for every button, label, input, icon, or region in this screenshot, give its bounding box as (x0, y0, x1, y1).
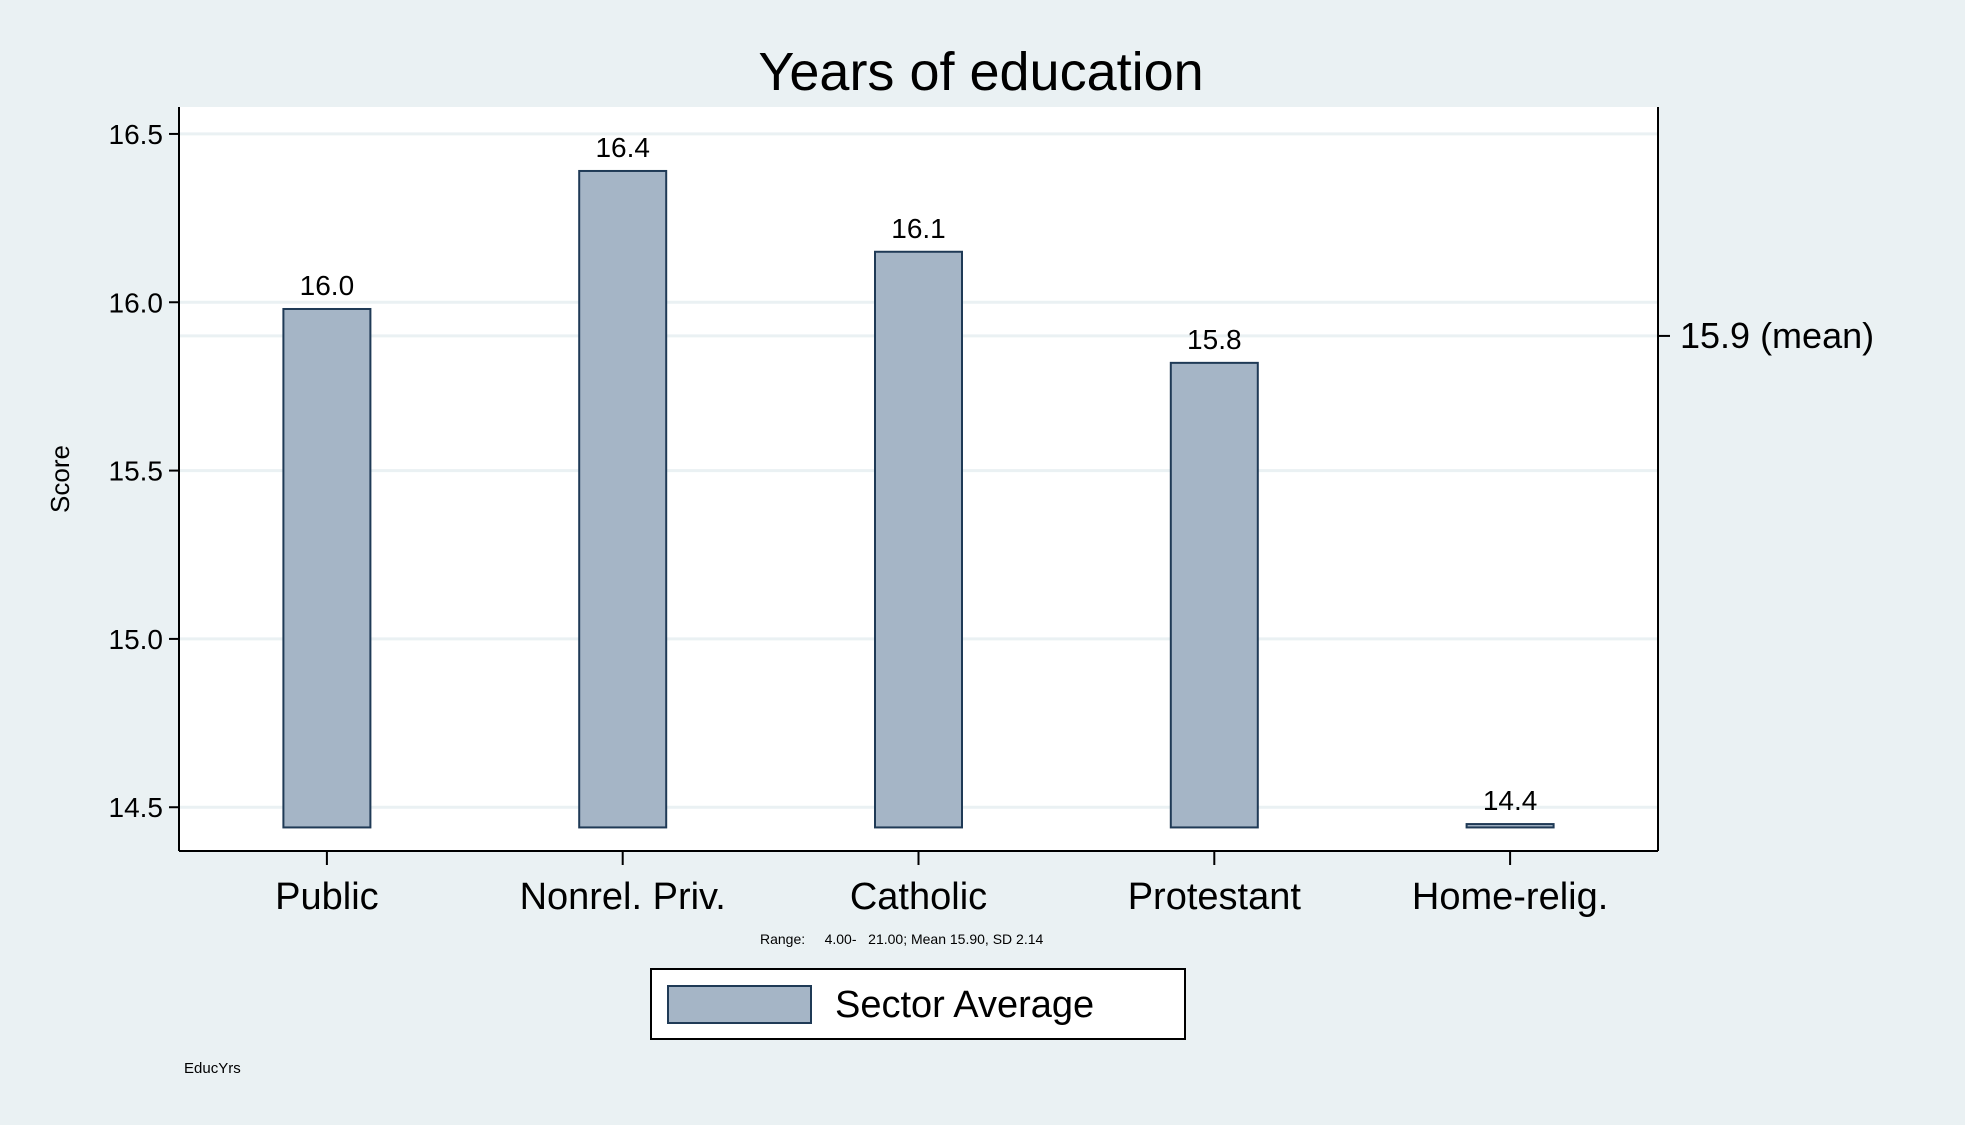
y-tick-label: 16.0 (109, 287, 164, 318)
y-axis-label: Score (45, 445, 75, 513)
legend: Sector Average (650, 968, 1186, 1040)
mean-tick-label: 15.9 (mean) (1680, 315, 1874, 356)
bar-value-label: 14.4 (1483, 785, 1538, 816)
bar (578, 169, 668, 829)
bar (1465, 823, 1555, 829)
bars (282, 169, 1555, 829)
bar-value-label: 16.4 (595, 132, 650, 163)
y-tick-label: 15.0 (109, 624, 164, 655)
footer-label: EducYrs (184, 1060, 241, 1077)
bar (1169, 361, 1259, 829)
bar (282, 307, 372, 829)
x-axis-ticks: Public Nonrel. Priv. Catholic Protestant Hom… (275, 851, 1608, 918)
bar-value-label: 15.8 (1187, 324, 1242, 355)
x-tick-label: Catholic (850, 876, 987, 918)
y-tick-label: 16.5 (109, 119, 164, 150)
y-tick-label: 14.5 (109, 792, 164, 823)
bar-value-label: 16.1 (891, 213, 946, 244)
y-axis-ticks: 14.5 15.0 15.5 16.0 16.5 (109, 119, 179, 823)
bar (874, 250, 963, 829)
mean-axis-tick: 15.9 (mean) (1658, 315, 1874, 356)
legend-label: Sector Average (835, 984, 1094, 1026)
x-tick-label: Public (275, 876, 379, 918)
range-note: Range: 4.00- 21.00; Mean 15.90, SD 2.14 (760, 931, 1044, 947)
legend-swatch (667, 985, 812, 1024)
bar-value-label: 16.0 (300, 270, 355, 301)
chart-title: Years of education (758, 42, 1203, 102)
x-tick-label: Home-relig. (1412, 876, 1608, 918)
y-tick-label: 15.5 (109, 456, 164, 487)
bar-value-labels: 16.0 16.4 16.1 15.8 14.4 (300, 132, 1538, 816)
x-tick-label: Nonrel. Priv. (520, 876, 726, 918)
x-tick-label: Protestant (1128, 876, 1302, 918)
